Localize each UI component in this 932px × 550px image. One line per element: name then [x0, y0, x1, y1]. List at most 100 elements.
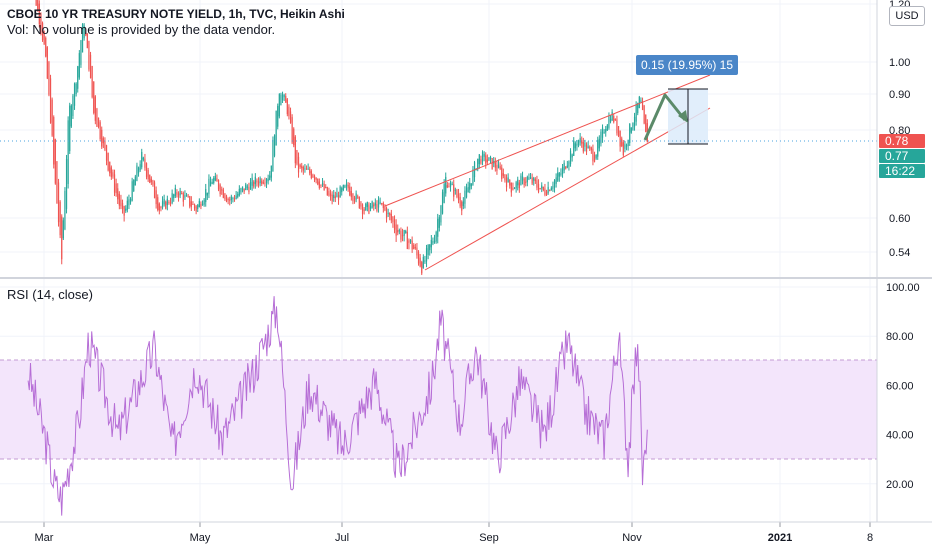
candle: [149, 174, 151, 184]
candle: [272, 136, 274, 172]
candle: [577, 139, 580, 148]
candle: [118, 191, 120, 210]
candle: [449, 180, 452, 192]
candle: [592, 144, 594, 166]
candle: [129, 197, 132, 205]
candle: [70, 104, 72, 128]
candle: [521, 171, 524, 185]
candle: [85, 28, 87, 37]
candle: [75, 82, 77, 97]
candle: [558, 172, 560, 182]
candle: [38, 0, 40, 28]
candle: [457, 188, 460, 204]
candle: [462, 197, 464, 210]
candle: [365, 202, 367, 211]
candle: [225, 194, 228, 203]
candle: [121, 199, 124, 214]
candle: [526, 175, 528, 187]
time-tick-label: Mar: [35, 532, 54, 544]
candle: [334, 191, 336, 203]
candle: [486, 154, 488, 166]
candle: [565, 166, 567, 170]
candle: [432, 237, 434, 246]
candle: [422, 254, 424, 269]
candle: [630, 127, 632, 134]
candle: [342, 184, 344, 192]
candle: [126, 196, 128, 213]
candle: [469, 177, 471, 194]
candle: [590, 146, 592, 154]
candle: [617, 126, 620, 138]
candle: [534, 177, 536, 184]
candle: [485, 152, 487, 169]
candle: [169, 197, 172, 207]
price-tick-label: 0.90: [889, 89, 910, 101]
candle: [440, 204, 442, 226]
candle: [501, 164, 503, 182]
candle: [257, 177, 260, 188]
candle: [358, 196, 360, 209]
candle: [147, 167, 149, 182]
candle: [73, 82, 76, 110]
candle: [579, 132, 581, 146]
candle: [349, 182, 351, 197]
candle: [112, 169, 114, 179]
candle: [56, 161, 58, 204]
rsi-title[interactable]: RSI (14, close): [7, 287, 93, 302]
candle: [376, 200, 378, 213]
candle: [297, 152, 300, 178]
currency-button[interactable]: USD: [889, 6, 925, 26]
candle: [134, 174, 136, 186]
candle: [573, 137, 575, 156]
candle: [48, 60, 50, 97]
candle: [523, 177, 525, 188]
candle: [104, 137, 106, 152]
candle: [304, 163, 306, 173]
candle: [133, 179, 135, 193]
candle: [496, 160, 498, 175]
candle: [299, 163, 301, 169]
candle: [224, 192, 226, 201]
candle: [435, 230, 437, 244]
candle: [448, 182, 450, 188]
candle: [305, 165, 308, 170]
candle: [264, 177, 266, 187]
candle: [289, 107, 292, 124]
rsi-tick-label: 40.00: [886, 430, 914, 442]
candle: [96, 107, 98, 127]
rsi-tick-label: 80.00: [886, 331, 914, 343]
candle: [173, 193, 175, 202]
candle: [265, 177, 268, 189]
projection-arrow-path[interactable]: [643, 93, 687, 141]
candle: [333, 190, 335, 202]
candle: [352, 192, 354, 205]
candle: [341, 186, 343, 196]
candle: [456, 188, 458, 199]
candle: [235, 191, 237, 200]
candle: [174, 184, 176, 198]
candle: [614, 118, 616, 121]
time-tick-label: May: [190, 532, 211, 544]
candle: [243, 188, 245, 195]
candle: [499, 162, 501, 171]
rsi-tick-label: 100.00: [886, 282, 920, 294]
candle: [363, 207, 365, 215]
candle: [262, 179, 264, 185]
candle: [233, 194, 236, 202]
candle: [550, 186, 552, 191]
candle: [120, 194, 122, 210]
candle: [417, 250, 420, 266]
candle: [637, 102, 639, 116]
candle: [195, 205, 197, 215]
candle: [461, 200, 463, 216]
candle: [214, 172, 216, 182]
candle: [411, 236, 413, 253]
candle: [238, 185, 240, 197]
time-tick-label: 8: [867, 532, 873, 544]
candle: [190, 196, 192, 212]
candle: [115, 178, 117, 197]
candle: [189, 195, 191, 209]
candle: [425, 244, 428, 268]
chart-title[interactable]: CBOE 10 YR TREASURY NOTE YIELD, 1h, TVC,…: [7, 7, 345, 21]
